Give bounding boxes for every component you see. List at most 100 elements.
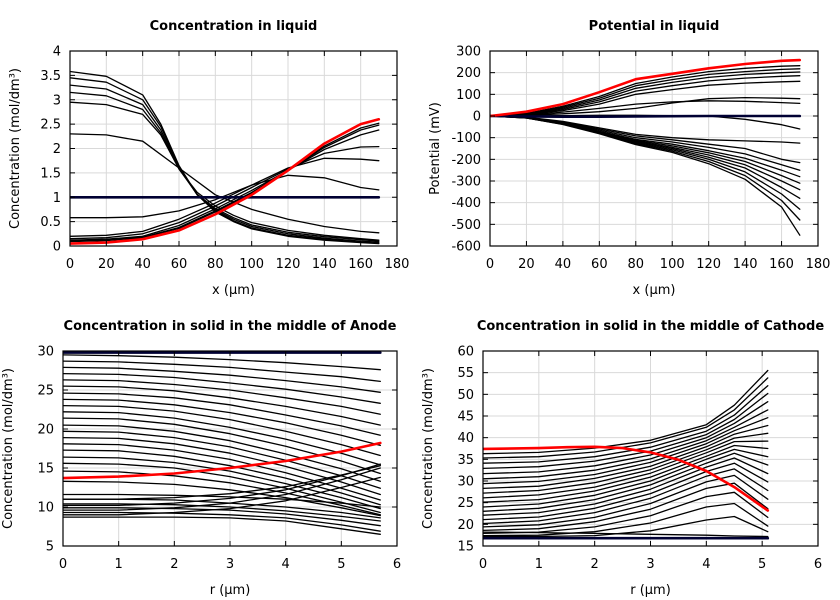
y-tick-label: 4 [53, 45, 61, 60]
series-group [70, 70, 381, 245]
series-line-2 [483, 377, 769, 459]
x-tick-label: 100 [239, 257, 264, 272]
y-tick-label: 60 [457, 345, 474, 360]
series-group [63, 351, 382, 535]
series-line-28 [63, 467, 381, 511]
series-line-10 [483, 440, 769, 499]
chart-title: Concentration in solid in the middle of … [64, 319, 397, 334]
series-line-2 [63, 360, 381, 383]
y-tick-label: 10 [37, 501, 54, 516]
series-line-12 [70, 122, 380, 243]
x-tick-label: 0 [479, 557, 487, 572]
x-tick-label: 2 [170, 557, 178, 572]
series-line-16 [63, 449, 381, 506]
series-line-6 [63, 385, 381, 426]
series-line-24 [63, 507, 381, 527]
series-line-16 [490, 115, 801, 210]
y-axis-label: Concentration (mol/dm³) [8, 68, 23, 229]
y-tick-label: 2.5 [40, 118, 61, 133]
x-tick-label: 0 [66, 257, 74, 272]
x-axis-label: x (µm) [212, 283, 255, 298]
x-tick-label: 2 [591, 557, 599, 572]
series-line-6 [483, 409, 769, 480]
x-tick-label: 5 [337, 557, 345, 572]
series-line-9 [63, 404, 381, 457]
series-line-15 [63, 443, 381, 501]
y-tick-label: 1.5 [40, 166, 61, 181]
series-line-6 [490, 100, 801, 117]
chart-p3: 0 1 2 3 4 5 6 5 10 15 20 25 30 Concentration in solid… [1, 319, 401, 598]
series-line-10 [70, 129, 380, 241]
series-line-14 [63, 436, 381, 496]
chart-p1: 0 20 40 60 80 100 120 140 160 180 0 0.5 1 1.5 2 2.5 3 3.5… [8, 19, 409, 298]
y-tick-label: 15 [37, 462, 54, 477]
series-line-9 [70, 145, 380, 240]
series-line-2 [70, 77, 380, 244]
x-tick-label: 0 [486, 257, 494, 272]
y-tick-label: -400 [451, 196, 481, 211]
series-line-5 [483, 401, 769, 475]
y-tick-label: 200 [456, 66, 481, 81]
series-line-7 [490, 96, 801, 117]
x-tick-label: 80 [207, 257, 224, 272]
y-tick-label: 3.5 [40, 69, 61, 84]
series-line-2 [490, 68, 801, 117]
series-line-8 [70, 157, 380, 237]
x-tick-label: 120 [696, 257, 721, 272]
series-line-5 [490, 80, 801, 117]
y-axis-label: Concentration (mol/dm³) [421, 368, 436, 529]
y-tick-label: 300 [456, 45, 481, 60]
y-tick-label: 50 [457, 388, 474, 403]
series-line-21 [63, 493, 381, 508]
series-line-27 [63, 476, 381, 516]
y-tick-label: -200 [451, 153, 481, 168]
x-tick-label: 0 [59, 557, 67, 572]
series-line-12 [63, 424, 381, 482]
series-line-1 [483, 369, 769, 455]
y-tick-label: 3 [53, 93, 61, 108]
series-line-20 [490, 58, 802, 118]
series-line-11 [483, 444, 769, 503]
series-line-12 [483, 448, 769, 508]
series-line-18 [63, 462, 381, 514]
series-line-21 [483, 515, 769, 538]
series-line-3 [63, 366, 381, 393]
x-tick-label: 180 [385, 257, 410, 272]
series-line-4 [63, 372, 381, 404]
y-tick-label: 35 [457, 453, 474, 468]
y-tick-label: 0.5 [40, 215, 61, 230]
y-tick-label: 0 [473, 110, 481, 125]
x-tick-label: 20 [518, 257, 535, 272]
y-tick-label: 40 [457, 431, 474, 446]
y-tick-label: 30 [457, 475, 474, 490]
x-tick-label: 160 [348, 257, 373, 272]
series-line-14 [490, 115, 801, 191]
chart-title: Potential in liquid [589, 19, 720, 34]
x-axis-label: r (µm) [630, 583, 671, 598]
series-line-3 [70, 84, 380, 243]
y-tick-label: -300 [451, 175, 481, 190]
x-tick-label: 4 [282, 557, 290, 572]
series-line-22 [483, 531, 769, 538]
x-tick-label: 4 [702, 557, 710, 572]
y-tick-label: 1 [53, 191, 61, 206]
x-tick-label: 80 [628, 257, 645, 272]
x-tick-label: 60 [171, 257, 188, 272]
series-line-14 [483, 457, 769, 516]
series-line-8 [63, 398, 381, 447]
y-tick-label: -500 [451, 218, 481, 233]
series-line-5 [70, 101, 380, 241]
series-line-7 [70, 174, 380, 219]
series-line-4 [490, 75, 801, 117]
series-line-20 [63, 480, 381, 517]
x-tick-label: 6 [393, 557, 401, 572]
series-group [483, 369, 770, 540]
x-tick-label: 6 [814, 557, 822, 572]
x-tick-label: 1 [535, 557, 543, 572]
y-tick-label: -600 [451, 240, 481, 255]
series-line-10 [63, 411, 381, 466]
y-tick-label: 100 [456, 88, 481, 103]
series-line-7 [483, 417, 769, 485]
y-tick-label: 45 [457, 410, 474, 425]
